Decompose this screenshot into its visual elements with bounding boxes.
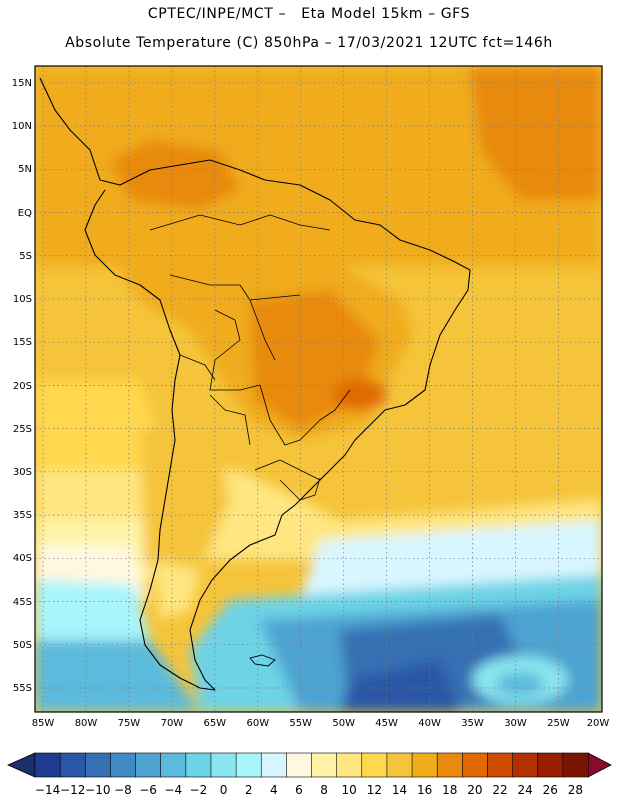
colorbar-label: −12 [60, 783, 85, 797]
lat-label: 50S [13, 640, 32, 651]
colorbar-swatch [411, 752, 438, 778]
colorbar-label: 2 [245, 783, 253, 797]
lat-label: 45S [13, 597, 32, 608]
colorbar-label: 0 [220, 783, 228, 797]
colorbar-swatch [462, 752, 489, 778]
south-america-coastline [39, 77, 471, 691]
colorbar-label: 14 [392, 783, 407, 797]
colorbar-label: −2 [190, 783, 208, 797]
colorbar-swatch [59, 752, 86, 778]
lon-label: 80W [75, 718, 98, 729]
colorbar-swatch [84, 752, 112, 778]
colorbar-swatch [361, 752, 388, 778]
colorbar-label: 18 [442, 783, 457, 797]
colorbar-label: 28 [568, 783, 583, 797]
colorbar-label: 24 [518, 783, 533, 797]
colorbar-swatch [185, 752, 212, 778]
colorbar-swatch [562, 752, 589, 778]
colorbar-label: −4 [164, 783, 182, 797]
lon-label: 35W [461, 718, 484, 729]
longitude-axis: 85W 80W 75W 70W 65W 60W 55W 50W 45W 40W … [32, 718, 610, 729]
lon-label: 70W [161, 718, 184, 729]
colorbar-label: −6 [139, 783, 157, 797]
lat-label: 5N [18, 164, 32, 175]
lon-label: 75W [118, 718, 141, 729]
colorbar-swatch [512, 752, 539, 778]
lon-label: 20W [587, 718, 610, 729]
lat-label: EQ [18, 208, 32, 219]
colorbar-swatch [386, 752, 413, 778]
colorbar-swatch [286, 752, 313, 778]
colorbar-swatch [537, 752, 564, 778]
colorbar-label: 10 [342, 783, 357, 797]
lon-label: 30W [504, 718, 527, 729]
lat-label: 20S [13, 381, 32, 392]
colorbar-label: 12 [367, 783, 382, 797]
colorbar-label: 4 [270, 783, 278, 797]
colorbar-swatch [135, 752, 162, 778]
colorbar-swatch [311, 752, 338, 778]
lon-label: 65W [203, 718, 226, 729]
title-line-2: Absolute Temperature (C) 850hPa – 17/03/… [65, 35, 553, 51]
colorbar-swatch [34, 752, 61, 778]
colorbar-swatch [235, 752, 262, 778]
colorbar-label: 20 [467, 783, 482, 797]
colorbar-swatch [487, 752, 514, 778]
colorbar-label: 22 [492, 783, 507, 797]
lon-label: 25W [547, 718, 570, 729]
colorbar-swatch [260, 752, 287, 778]
lon-label: 45W [375, 718, 398, 729]
lon-label: 85W [32, 718, 55, 729]
lon-label: 55W [289, 718, 312, 729]
lon-label: 50W [332, 718, 355, 729]
temperature-field [35, 66, 602, 712]
colorbar-swatch [336, 752, 363, 778]
falklands-islands [249, 654, 276, 667]
colorbar-label: 26 [543, 783, 558, 797]
colorbar-swatch [110, 752, 137, 778]
colorbar-swatch [436, 752, 463, 778]
colorbar-label: 8 [320, 783, 328, 797]
lat-label: 15N [12, 78, 32, 89]
colorbar-label: −14 [35, 783, 60, 797]
colorbar-label: −10 [85, 783, 110, 797]
lat-label: 10N [12, 121, 32, 132]
lat-label: 40S [13, 553, 32, 564]
lat-label: 35S [13, 510, 32, 521]
lon-label: 60W [246, 718, 269, 729]
colorbar-high-arrow [587, 752, 612, 778]
lat-label: 15S [13, 337, 32, 348]
lat-label: 10S [13, 294, 32, 305]
lon-label: 40W [418, 718, 441, 729]
title-line-1: CPTEC/INPE/MCT – Eta Model 15km – GFS [147, 6, 471, 22]
colorbar: −14 −12 −10 −8 −6 −4 −2 0 2 4 6 8 10 12 14 16 18 20 22 24 26… [7, 752, 612, 797]
colorbar-swatch [210, 752, 237, 778]
colorbar-label: 16 [417, 783, 432, 797]
colorbar-swatch [160, 752, 187, 778]
lat-label: 25S [13, 424, 32, 435]
colorbar-label: 6 [295, 783, 303, 797]
lat-label: 5S [19, 251, 32, 262]
lat-label: 55S [13, 683, 32, 694]
country-borders [149, 214, 351, 501]
map-gridlines [35, 66, 602, 712]
colorbar-label: −8 [114, 783, 132, 797]
lat-label: 30S [13, 467, 32, 478]
map-frame [34, 65, 603, 713]
colorbar-low-arrow [7, 752, 36, 778]
latitude-axis: 15N 10N 5N EQ 5S 10S 15S 20S 25S 30S 35S… [12, 78, 32, 694]
